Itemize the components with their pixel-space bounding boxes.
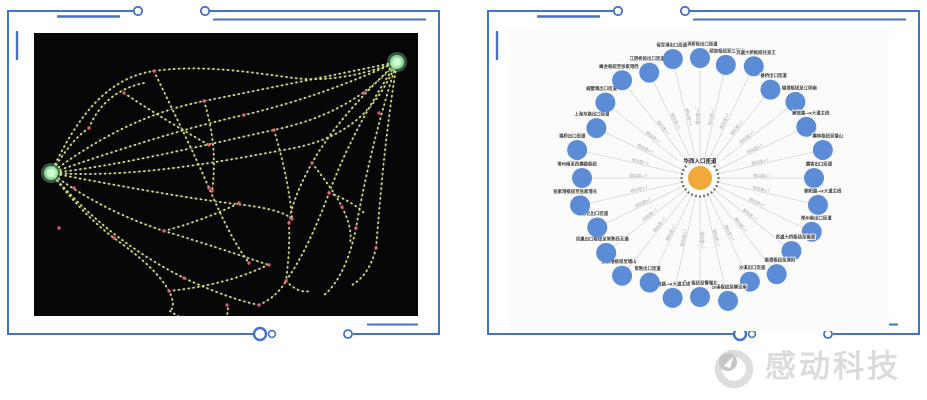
svg-text:相似度=?: 相似度=? (684, 108, 694, 126)
svg-text:相似度=?: 相似度=? (678, 229, 688, 247)
panel-frame-decoration (487, 5, 920, 342)
watermark-text: 感动科技 (765, 348, 901, 385)
svg-text:峰会枢纽至张家港西: 峰会枢纽至张家港西 (599, 63, 639, 70)
panel-frame-decoration (7, 5, 440, 342)
svg-text:凤凰出口枢纽至常熟西互通: 凤凰出口枢纽至常熟西互通 (576, 235, 629, 242)
similarity-graph-panel: 相似度=? 江阴桥段出口匝道 相似度=? 硕放枢纽至江阴南 相似度=? 苏虞大桥枢纽往吴王… (487, 5, 920, 342)
svg-text:沙溪出口匝道: 沙溪出口匝道 (739, 264, 766, 271)
svg-text:常州南至西横路枢纽: 常州南至西横路枢纽 (557, 161, 597, 168)
svg-text:相似度=?: 相似度=? (631, 156, 649, 166)
svg-text:沙溪枢纽至横泾南: 沙溪枢纽至横泾南 (712, 283, 748, 290)
svg-text:相似度=?: 相似度=? (630, 184, 648, 194)
svg-text:相似度=?: 相似度=? (752, 184, 770, 194)
svg-text:江阴桥段出口匝道: 江阴桥段出口匝道 (682, 41, 718, 48)
svg-text:常熟北出口匝道: 常熟北出口匝道 (577, 210, 608, 217)
svg-text:张家港枢纽至张家港东: 张家港枢纽至张家港东 (553, 188, 598, 195)
svg-text:相似度=?: 相似度=? (629, 172, 646, 178)
svg-text:华西入口匝道: 华西入口匝道 (683, 157, 717, 165)
watermark: 感动科技 (712, 344, 901, 390)
svg-text:常熟出口匝道: 常熟出口匝道 (634, 265, 661, 272)
svg-text:解放路→x大道主线: 解放路→x大道主线 (653, 280, 691, 287)
svg-text:苏虞大桥枢纽往吴王: 苏虞大桥枢纽往吴王 (736, 49, 776, 56)
svg-text:相似度=?: 相似度=? (753, 172, 770, 178)
svg-text:相似度=?: 相似度=? (751, 156, 769, 166)
svg-text:保军港出口匝道: 保军港出口匝道 (655, 42, 687, 49)
svg-text:相似度=?: 相似度=? (694, 107, 700, 124)
svg-text:苏虞大桥枢纽至锡澄: 苏虞大桥枢纽至锡澄 (776, 233, 816, 240)
route-network-panel (7, 5, 440, 342)
svg-text:堰桥出口匝道: 堰桥出口匝道 (559, 132, 586, 139)
svg-text:朝阳路→x大道主线: 朝阳路→x大道主线 (804, 187, 842, 194)
svg-text:横林枢纽至堰山: 横林枢纽至堰山 (812, 132, 843, 139)
svg-text:相似度=?: 相似度=? (712, 229, 722, 247)
svg-text:解放路→x大道主线: 解放路→x大道主线 (792, 109, 830, 116)
svg-text:相似度=?: 相似度=? (700, 231, 706, 248)
svg-text:江阴桥段出口匝道: 江阴桥段出口匝道 (629, 55, 665, 62)
svg-text:锡澄枢纽至溧阳: 锡澄枢纽至溧阳 (764, 257, 795, 264)
svg-text:香桥出口匝道: 香桥出口匝道 (759, 72, 787, 79)
gandong-logo-icon (714, 349, 754, 389)
svg-text:常州南出口匝道: 常州南出口匝道 (801, 214, 832, 221)
similarity-radial-graph[interactable]: 相似度=?江阴桥段出口匝道相似度=?硕放枢纽至江阴南相似度=?苏虞大桥枢纽往吴王… (509, 29, 889, 331)
svg-text:相似度=?: 相似度=? (706, 108, 716, 126)
svg-text:威墅堰出口匝道: 威墅堰出口匝道 (586, 85, 617, 92)
svg-text:硕放枢纽至江阴南: 硕放枢纽至江阴南 (709, 47, 745, 54)
svg-text:霞客出口匝道: 霞客出口匝道 (806, 161, 833, 168)
svg-text:张家港枢纽至堰山: 张家港枢纽至堰山 (601, 258, 637, 265)
svg-text:上海东路出口匝道: 上海东路出口匝道 (574, 111, 610, 118)
route-network-visualization[interactable] (34, 33, 418, 316)
svg-text:重元枢纽至雪堰北: 重元枢纽至雪堰北 (682, 280, 718, 287)
svg-text:锡澄枢纽至江阴南: 锡澄枢纽至江阴南 (782, 84, 818, 91)
